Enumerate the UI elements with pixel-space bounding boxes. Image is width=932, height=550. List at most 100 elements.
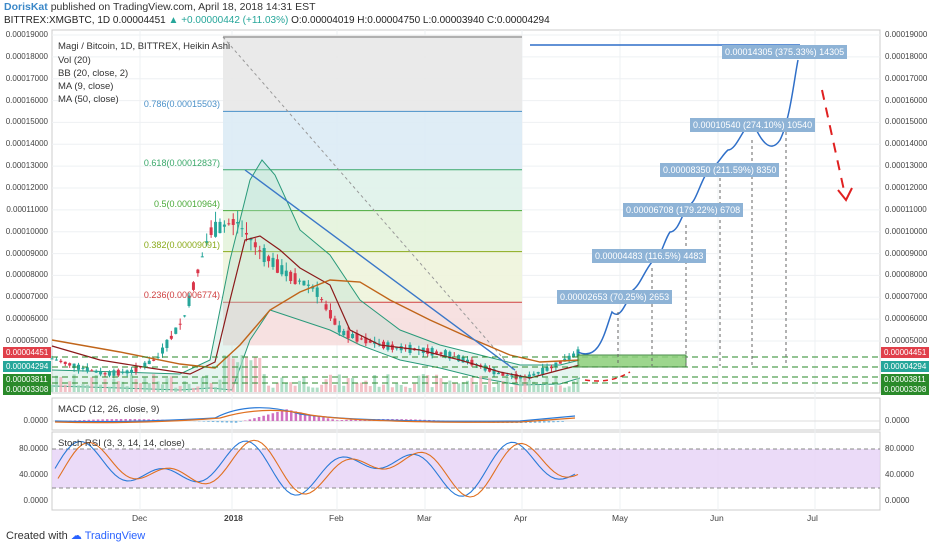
volume-bar <box>77 385 81 392</box>
stoch-axis-right: 0.0000 <box>885 496 910 505</box>
volume-bar <box>298 380 302 392</box>
author-link[interactable]: DorisKat <box>4 1 48 13</box>
volume-bar <box>116 381 120 392</box>
volume-bar <box>572 381 576 392</box>
candle-body <box>426 348 430 354</box>
x-tick-label: Jun <box>710 513 724 523</box>
price-tag-right: 0.00003308 <box>881 384 930 395</box>
volume-bar <box>382 384 386 392</box>
last-price: 0.00004451 <box>112 15 166 26</box>
volume-bar <box>302 377 306 392</box>
volume-bar <box>59 377 63 392</box>
macd-histogram-bar <box>552 421 555 423</box>
candle-body <box>103 373 107 375</box>
red-arrow-head <box>837 187 853 202</box>
candle-body <box>333 318 337 325</box>
macd-histogram-bar <box>106 419 109 421</box>
volume-bar <box>289 382 293 392</box>
volume-bar <box>576 378 580 392</box>
y-tick-right: 0.00008000 <box>885 270 928 280</box>
macd-histogram-bar <box>276 411 279 421</box>
macd-histogram-bar <box>207 421 210 422</box>
volume-bar <box>328 374 332 392</box>
volume-bar <box>474 384 478 392</box>
y-tick-left: 0.00011000 <box>6 204 48 214</box>
macd-histogram-bar <box>133 419 137 421</box>
candle-body <box>200 256 204 258</box>
candle-body <box>209 227 213 235</box>
y-tick-left: 0.00017000 <box>5 73 48 83</box>
tradingview-brand[interactable]: TradingView <box>84 530 146 542</box>
target-label: 0.00002653 (70.25%) 2653 <box>557 290 673 304</box>
candle-body <box>289 271 293 282</box>
candle-body <box>169 335 173 339</box>
candle-body <box>267 256 271 262</box>
candle-body <box>501 373 505 376</box>
candle-body <box>545 367 549 371</box>
y-tick-right: 0.00014000 <box>885 139 928 149</box>
volume-bar <box>125 386 129 392</box>
volume-bar <box>505 376 509 392</box>
target-label: 0.00008350 (211.59%) 8350 <box>660 163 780 177</box>
volume-bar <box>549 386 553 392</box>
volume-bar <box>492 387 496 392</box>
volume-bar <box>404 386 408 392</box>
candle-body <box>439 352 443 354</box>
volume-bar <box>536 384 540 392</box>
ma50-line <box>51 279 581 369</box>
candle-body <box>298 280 302 282</box>
macd-histogram-bar <box>303 413 307 421</box>
y-tick-left: 0.00019000 <box>5 30 48 39</box>
volume-bar <box>196 386 200 392</box>
volume-bar <box>130 374 134 392</box>
macd-histogram-bar <box>202 421 206 422</box>
volume-bar <box>377 386 381 392</box>
candle-body <box>280 265 284 275</box>
volume-bar <box>554 375 558 392</box>
y-tick-left: 0.00016000 <box>5 95 48 105</box>
candle-body <box>178 323 182 325</box>
macd-histogram-bar <box>290 410 293 421</box>
candle-body <box>355 333 359 342</box>
volume-bar <box>333 385 337 392</box>
volume-bar <box>483 384 487 392</box>
volume-bar <box>311 387 315 392</box>
candle-body <box>107 371 111 376</box>
volume-bar <box>439 378 443 392</box>
volume-bar <box>94 375 98 392</box>
candle-body <box>448 351 452 359</box>
volume-bar <box>558 385 562 392</box>
volume-bar <box>107 386 111 392</box>
stoch-axis-left: 40.0000 <box>19 470 48 479</box>
candle-body <box>85 367 89 372</box>
x-tick-label: May <box>612 513 629 523</box>
target-label: 0.00004483 (116.5%) 4483 <box>592 249 707 263</box>
candle-body <box>492 369 496 375</box>
candle-body <box>558 361 562 364</box>
macd-histogram-bar <box>299 412 302 421</box>
volume-bar <box>501 381 505 392</box>
volume-bar <box>240 355 244 392</box>
candle-body <box>368 340 372 343</box>
y-tick-right: 0.00007000 <box>885 292 928 302</box>
stoch-axis-right: 80.0000 <box>885 444 914 453</box>
candle-body <box>187 295 191 306</box>
y-tick-right: 0.00012000 <box>885 183 928 192</box>
macd-histogram-bar <box>138 419 141 421</box>
ohlc-values: O:0.00004019 H:0.00004750 L:0.00003940 C… <box>291 15 550 26</box>
volume-bar <box>258 357 262 392</box>
macd-histogram-bar <box>221 421 224 423</box>
candle-body <box>50 358 54 360</box>
price-tag-right: 0.00004451 <box>881 347 930 358</box>
macd-histogram-bar <box>225 421 229 423</box>
legend-vol: Vol (20) <box>58 55 91 66</box>
tradingview-logo-icon[interactable]: ☁ <box>70 530 82 542</box>
macd-histogram-bar <box>538 421 541 423</box>
stoch-band <box>52 449 880 488</box>
volume-bar <box>443 383 447 392</box>
macd-line <box>54 407 576 423</box>
candle-body <box>567 355 571 360</box>
candle-body <box>430 347 434 356</box>
candle-body <box>214 221 218 237</box>
macd-histogram-bar <box>313 415 316 421</box>
